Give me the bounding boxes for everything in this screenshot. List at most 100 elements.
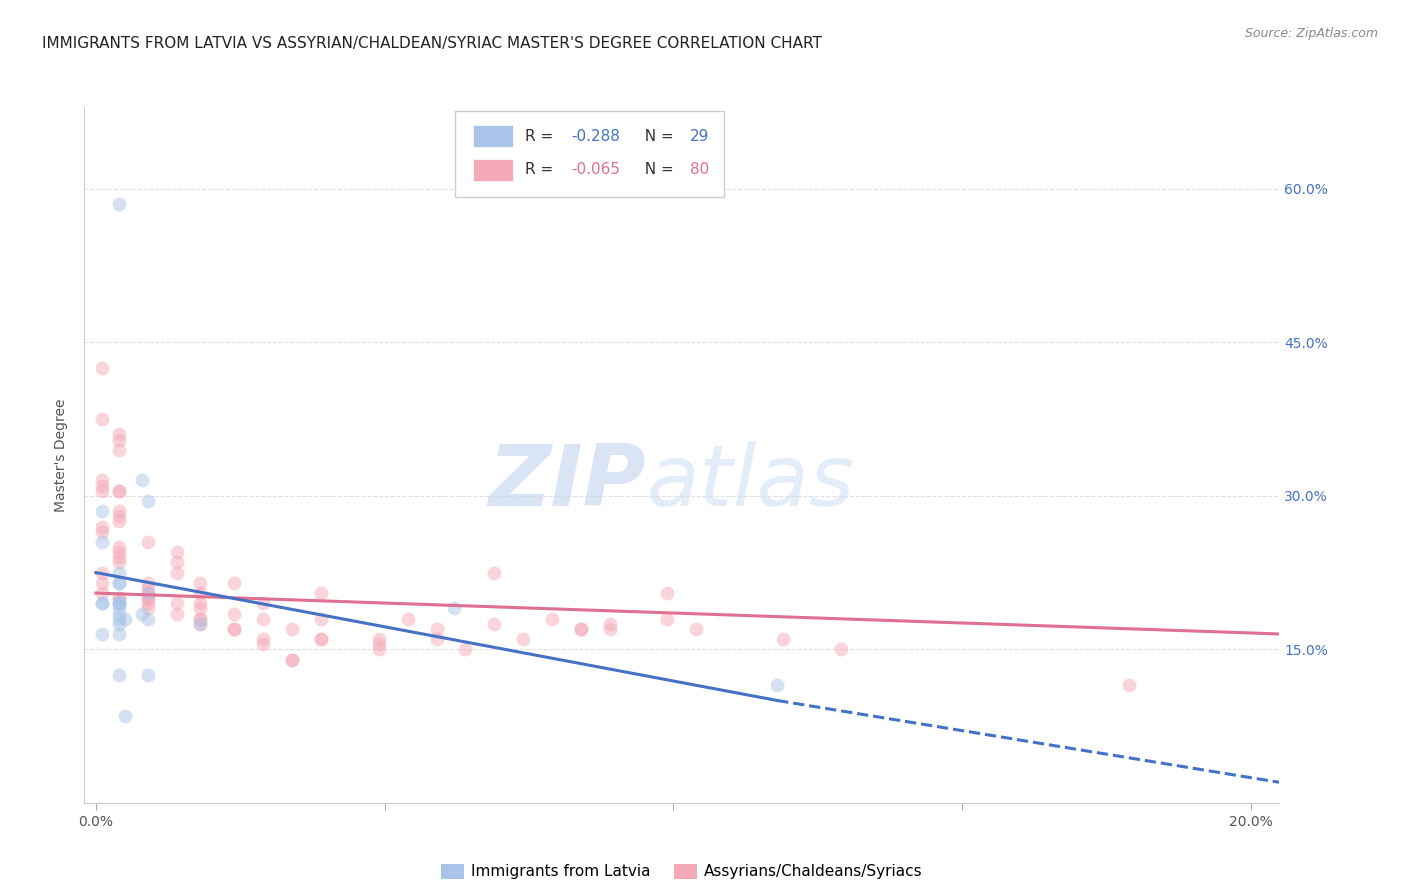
Point [90, 478, 112, 492]
Point [114, 612, 136, 626]
Point [252, 632, 274, 646]
Point [367, 642, 389, 657]
Point [454, 642, 477, 657]
Point [108, 591, 131, 606]
Point [396, 612, 419, 626]
Point [136, 668, 159, 682]
Point [90, 412, 112, 426]
Point [90, 575, 112, 590]
Point [108, 591, 131, 606]
Point [108, 550, 131, 565]
Point [166, 566, 188, 580]
Point [599, 622, 621, 636]
Point [136, 601, 159, 615]
Point [108, 601, 131, 615]
Point [166, 607, 188, 621]
Point [224, 622, 246, 636]
Point [108, 509, 131, 524]
Point [108, 596, 131, 610]
Point [188, 612, 211, 626]
Text: R =: R = [526, 128, 558, 144]
Point [599, 616, 621, 631]
Text: IMMIGRANTS FROM LATVIA VS ASSYRIAN/CHALDEAN/SYRIAC MASTER'S DEGREE CORRELATION C: IMMIGRANTS FROM LATVIA VS ASSYRIAN/CHALD… [42, 36, 823, 51]
Point [252, 612, 274, 626]
Point [252, 596, 274, 610]
Point [90, 524, 112, 539]
Text: R =: R = [526, 162, 558, 178]
Point [309, 632, 332, 646]
Text: 29: 29 [690, 128, 710, 144]
Point [108, 596, 131, 610]
Point [657, 586, 679, 600]
Point [224, 622, 246, 636]
Point [367, 632, 389, 646]
Point [188, 586, 211, 600]
Point [108, 616, 131, 631]
Point [188, 575, 211, 590]
FancyBboxPatch shape [472, 159, 513, 181]
Point [136, 575, 159, 590]
Point [108, 540, 131, 554]
Text: 80: 80 [690, 162, 710, 178]
Point [136, 591, 159, 606]
Point [136, 586, 159, 600]
Point [108, 433, 131, 447]
Point [166, 555, 188, 569]
Y-axis label: Master's Degree: Master's Degree [55, 398, 69, 512]
Point [188, 596, 211, 610]
Point [309, 612, 332, 626]
Point [90, 361, 112, 376]
Point [224, 607, 246, 621]
Point [425, 632, 447, 646]
Point [108, 555, 131, 569]
Point [166, 596, 188, 610]
Legend: Immigrants from Latvia, Assyrians/Chaldeans/Syriacs: Immigrants from Latvia, Assyrians/Chalde… [434, 857, 929, 886]
Point [114, 708, 136, 723]
Point [484, 566, 506, 580]
Text: N =: N = [636, 128, 679, 144]
Point [90, 566, 112, 580]
Point [766, 678, 789, 692]
Point [136, 596, 159, 610]
Point [281, 652, 304, 666]
Point [657, 612, 679, 626]
Point [1118, 678, 1140, 692]
Point [108, 575, 131, 590]
Text: atlas: atlas [645, 442, 853, 524]
Point [136, 612, 159, 626]
Point [108, 483, 131, 498]
Point [108, 627, 131, 641]
Point [224, 575, 246, 590]
Point [108, 197, 131, 211]
Text: -0.065: -0.065 [571, 162, 620, 178]
Point [281, 652, 304, 666]
Point [309, 586, 332, 600]
Point [108, 668, 131, 682]
Point [136, 586, 159, 600]
Point [166, 545, 188, 559]
Point [90, 519, 112, 533]
Point [90, 596, 112, 610]
Point [443, 601, 465, 615]
Point [425, 622, 447, 636]
Point [484, 616, 506, 631]
Point [108, 504, 131, 518]
Point [512, 632, 534, 646]
Point [108, 545, 131, 559]
Point [90, 504, 112, 518]
Point [541, 612, 564, 626]
Point [136, 591, 159, 606]
Point [830, 642, 852, 657]
Text: Source: ZipAtlas.com: Source: ZipAtlas.com [1244, 27, 1378, 40]
Point [108, 442, 131, 457]
Point [90, 627, 112, 641]
Point [188, 612, 211, 626]
Point [108, 427, 131, 442]
FancyBboxPatch shape [472, 125, 513, 147]
Point [108, 566, 131, 580]
Point [90, 586, 112, 600]
Point [90, 596, 112, 610]
Point [131, 607, 153, 621]
Point [90, 535, 112, 549]
Point [309, 632, 332, 646]
